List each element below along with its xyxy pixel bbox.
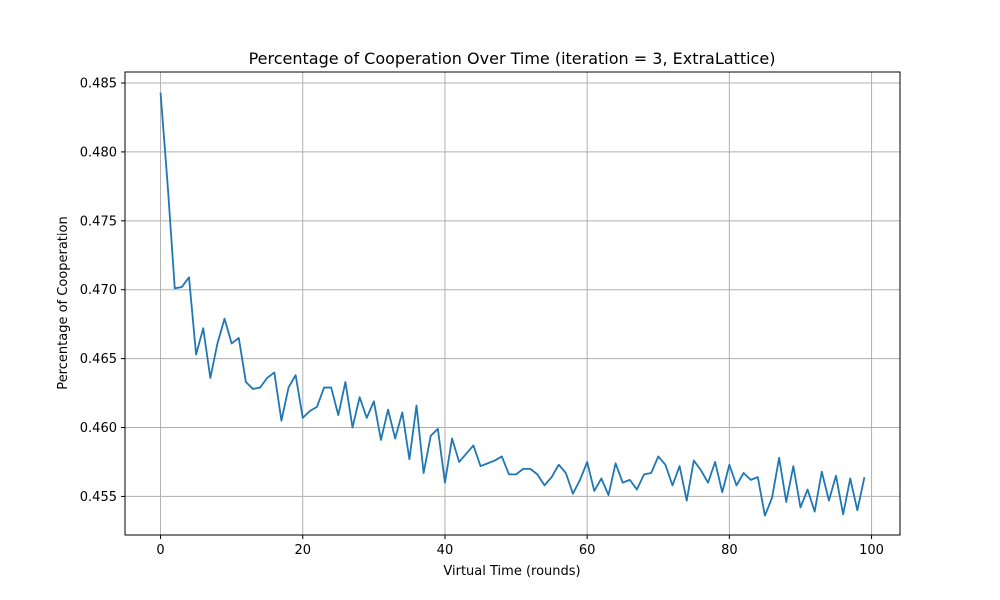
grid-lines xyxy=(125,72,900,535)
x-tick-label: 0 xyxy=(156,543,164,558)
y-tick-label: 0.480 xyxy=(80,145,117,160)
y-tick-label: 0.465 xyxy=(80,352,117,367)
x-tick-label: 20 xyxy=(294,543,311,558)
plot-frame xyxy=(124,71,901,536)
axis-ticks: 0 20 40 60 80 100 0.455 0.460 0.465 0.470 0.475 0.4… xyxy=(80,77,884,558)
y-tick-label: 0.470 xyxy=(80,283,117,298)
y-tick-label: 0.460 xyxy=(80,421,117,436)
y-tick-label: 0.475 xyxy=(80,214,117,229)
series-layer xyxy=(159,92,866,517)
x-tick-label: 100 xyxy=(859,543,884,558)
x-tick-label: 40 xyxy=(437,543,454,558)
x-axis-label: Virtual Time (rounds) xyxy=(443,564,580,579)
x-tick-label: 80 xyxy=(721,543,738,558)
series-line xyxy=(159,92,866,517)
x-tick-label: 60 xyxy=(579,543,596,558)
y-tick-label: 0.455 xyxy=(80,490,117,505)
y-axis-label: Percentage of Cooperation xyxy=(56,216,71,389)
y-tick-label: 0.485 xyxy=(80,77,117,92)
chart-title: Percentage of Cooperation Over Time (ite… xyxy=(249,49,776,68)
